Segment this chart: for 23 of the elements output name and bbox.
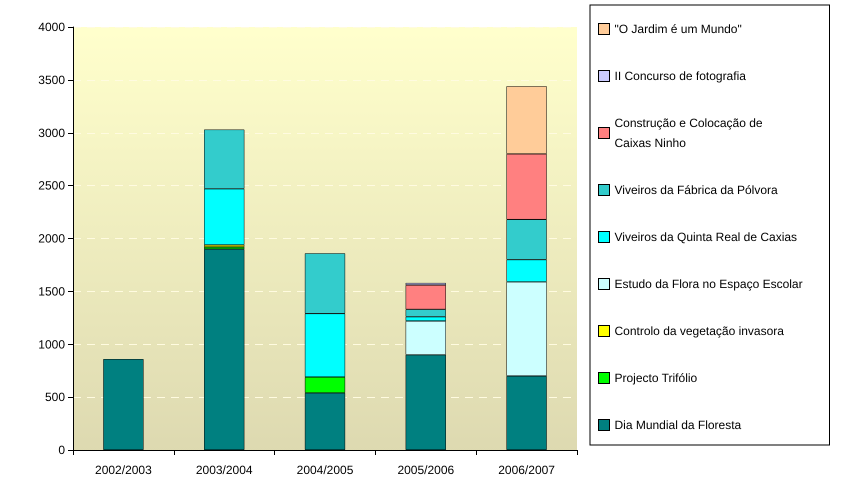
legend-label: II Concurso de fotografia [614,69,746,83]
legend-label: Viveiros da Quinta Real de Caxias [614,230,798,244]
y-tick-label: 4000 [38,20,66,34]
y-tick-label: 2500 [38,178,66,193]
y-tick-label: 3500 [38,72,66,87]
x-tick-label: 2005/2006 [397,463,454,477]
y-tick-label: 0 [58,443,66,457]
y-tick-label: 1000 [38,337,66,352]
y-tick-label: 2000 [38,232,66,246]
legend-label: Controlo da vegetação invasora [614,324,784,338]
legend-label: Construção e Colocação de Caixas Ninho [614,116,766,150]
legend-label: Viveiros da Fábrica da Pólvora [614,183,778,197]
x-tick-label: 2002/2003 [95,463,152,477]
y-tick-label: 3000 [38,126,66,140]
x-tick-label: 2006/2007 [498,463,556,477]
y-tick-label: 500 [44,390,66,404]
legend-label: Projecto Trifólio [614,371,698,385]
x-tick-label: 2004/2005 [296,463,354,477]
legend-label: Dia Mundial da Floresta [614,418,742,432]
legend-label: Estudo da Flora no Espaço Escolar [614,277,803,291]
legend-label: "O Jardim é um Mundo" [614,22,742,36]
y-tick-label: 1500 [38,284,66,298]
x-tick-label: 2003/2004 [196,463,253,477]
